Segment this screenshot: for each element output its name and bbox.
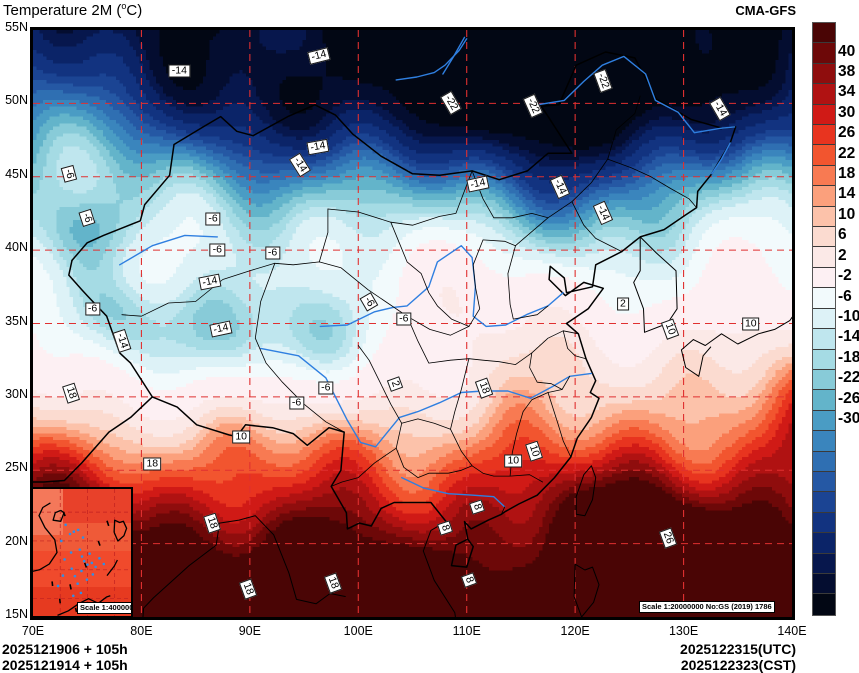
temperature-map-page: Temperature 2M (oC) CMA-GFS -14 -14 -22 -22… xyxy=(0,0,859,673)
lon-tick-label: 130E xyxy=(669,624,698,638)
contour-label: -6 xyxy=(85,302,100,315)
colorbar-tick-label: -6 xyxy=(838,288,852,306)
colorbar-segment xyxy=(813,411,835,431)
page-title: Temperature 2M (oC) xyxy=(3,1,142,19)
colorbar-tick-label: -26 xyxy=(838,390,859,408)
colorbar-segment xyxy=(813,23,835,43)
lon-tick-label: 80E xyxy=(130,624,152,638)
colorbar-tick-label: 14 xyxy=(838,185,855,203)
contour-label: 10 xyxy=(504,455,522,468)
colorbar-tick-label: 10 xyxy=(838,206,855,224)
colorbar-segment xyxy=(813,227,835,247)
lat-tick-label: 15N xyxy=(5,607,28,621)
colorbar-segment xyxy=(813,533,835,553)
colorbar-tick-label: 18 xyxy=(838,165,855,183)
lat-tick-label: 50N xyxy=(5,93,28,107)
colorbar-segment xyxy=(813,84,835,104)
colorbar-tick-label: 34 xyxy=(838,83,855,101)
lon-tick-label: 100E xyxy=(344,624,373,638)
colorbar-tick-label: -30 xyxy=(838,410,859,428)
longitude-axis: 70E 80E 90E 100E 110E 120E 130E 140E xyxy=(0,624,800,642)
colorbar-segment xyxy=(813,43,835,63)
lat-tick-label: 40N xyxy=(5,240,28,254)
init-time-utc: 2025121906 + 105h xyxy=(2,641,128,657)
colorbar-tick-label: -2 xyxy=(838,267,852,285)
colorbar-tick-label: 38 xyxy=(838,63,855,81)
contour-label: -6 xyxy=(396,313,411,326)
colorbar-tick-label: -14 xyxy=(838,328,859,346)
lon-tick-label: 140E xyxy=(777,624,806,638)
map-svg xyxy=(33,30,792,617)
contour-label: -6 xyxy=(318,382,333,395)
colorbar-segment xyxy=(813,431,835,451)
colorbar-segment xyxy=(813,247,835,267)
colorbar-segment xyxy=(813,288,835,308)
colorbar-tick-label: 40 xyxy=(838,43,855,61)
colorbar-tick-label: -10 xyxy=(838,308,859,326)
colorbar-segment xyxy=(813,268,835,288)
colorbar-tick-label: 30 xyxy=(838,104,855,122)
inset-map-svg xyxy=(33,489,131,616)
colorbar-tick-label: -18 xyxy=(838,349,859,367)
colorbar-tick-label: 6 xyxy=(838,226,847,244)
inset-scale-text: Scale 1:40000000 xyxy=(77,602,133,614)
lat-tick-label: 30N xyxy=(5,387,28,401)
colorbar-segment xyxy=(813,329,835,349)
colorbar-segment xyxy=(813,492,835,512)
colorbar-tick-label: -22 xyxy=(838,369,859,387)
colorbar-segment xyxy=(813,145,835,165)
colorbar-segment xyxy=(813,390,835,410)
contour-label: -6 xyxy=(289,396,304,409)
colorbar-segment xyxy=(813,452,835,472)
colorbar-segment xyxy=(813,370,835,390)
colorbar-segment xyxy=(813,105,835,125)
colorbar-segment xyxy=(813,472,835,492)
colorbar-segment xyxy=(813,350,835,370)
colorbar-segment xyxy=(813,574,835,594)
lat-tick-label: 45N xyxy=(5,167,28,181)
init-time-cst: 2025121914 + 105h xyxy=(2,657,128,673)
lat-tick-label: 25N xyxy=(5,460,28,474)
colorbar-tick-label: 2 xyxy=(838,247,847,265)
colorbar-ticks: 40 38 34 30 26 22 18 14 10 6 2 -2 -6 -10 -14 -18 -22 -26 -… xyxy=(838,22,859,616)
colorbar-tick-label: 22 xyxy=(838,145,855,163)
valid-time-utc: 2025122315(UTC) xyxy=(680,641,796,657)
colorbar-tick-label: 26 xyxy=(838,124,855,142)
lon-tick-label: 120E xyxy=(561,624,590,638)
valid-time-cst: 2025122323(CST) xyxy=(681,657,796,673)
colorbar-segment xyxy=(813,166,835,186)
contour-label: -6 xyxy=(210,244,225,257)
lat-tick-label: 35N xyxy=(5,314,28,328)
colorbar-segment xyxy=(813,207,835,227)
model-label: CMA-GFS xyxy=(735,3,796,18)
map-scale-text: Scale 1:20000000 No:GS (2019) 1786 xyxy=(639,601,775,613)
contour-label: -6 xyxy=(265,247,280,260)
colorbar-segment xyxy=(813,186,835,206)
colorbar-segment xyxy=(813,125,835,145)
contour-label: -6 xyxy=(205,213,220,226)
lon-tick-label: 70E xyxy=(22,624,44,638)
contour-label: 2 xyxy=(617,298,629,311)
colorbar-segment xyxy=(813,309,835,329)
inset-map-south-china-sea[interactable]: Scale 1:40000000 xyxy=(31,487,133,618)
colorbar-segment xyxy=(813,554,835,574)
lon-tick-label: 110E xyxy=(453,624,481,638)
colorbar-segment xyxy=(813,513,835,533)
contour-label: 18 xyxy=(143,458,161,471)
map-canvas[interactable]: -14 -14 -22 -22 -22 -14 -14 -14 -14 -14 -14 -6 -6 -6-… xyxy=(30,27,795,620)
contour-label: -14 xyxy=(169,65,190,78)
latitude-axis: 55N 50N 45N 40N 35N 30N 25N 20N 15N xyxy=(0,27,28,620)
colorbar[interactable] xyxy=(812,22,836,616)
colorbar-segment xyxy=(813,64,835,84)
colorbar-segment xyxy=(813,594,835,614)
contour-label: 10 xyxy=(232,430,250,443)
contour-label: 10 xyxy=(742,317,760,330)
lat-tick-label: 20N xyxy=(5,534,28,548)
lon-tick-label: 90E xyxy=(239,624,261,638)
lat-tick-label: 55N xyxy=(5,20,28,34)
